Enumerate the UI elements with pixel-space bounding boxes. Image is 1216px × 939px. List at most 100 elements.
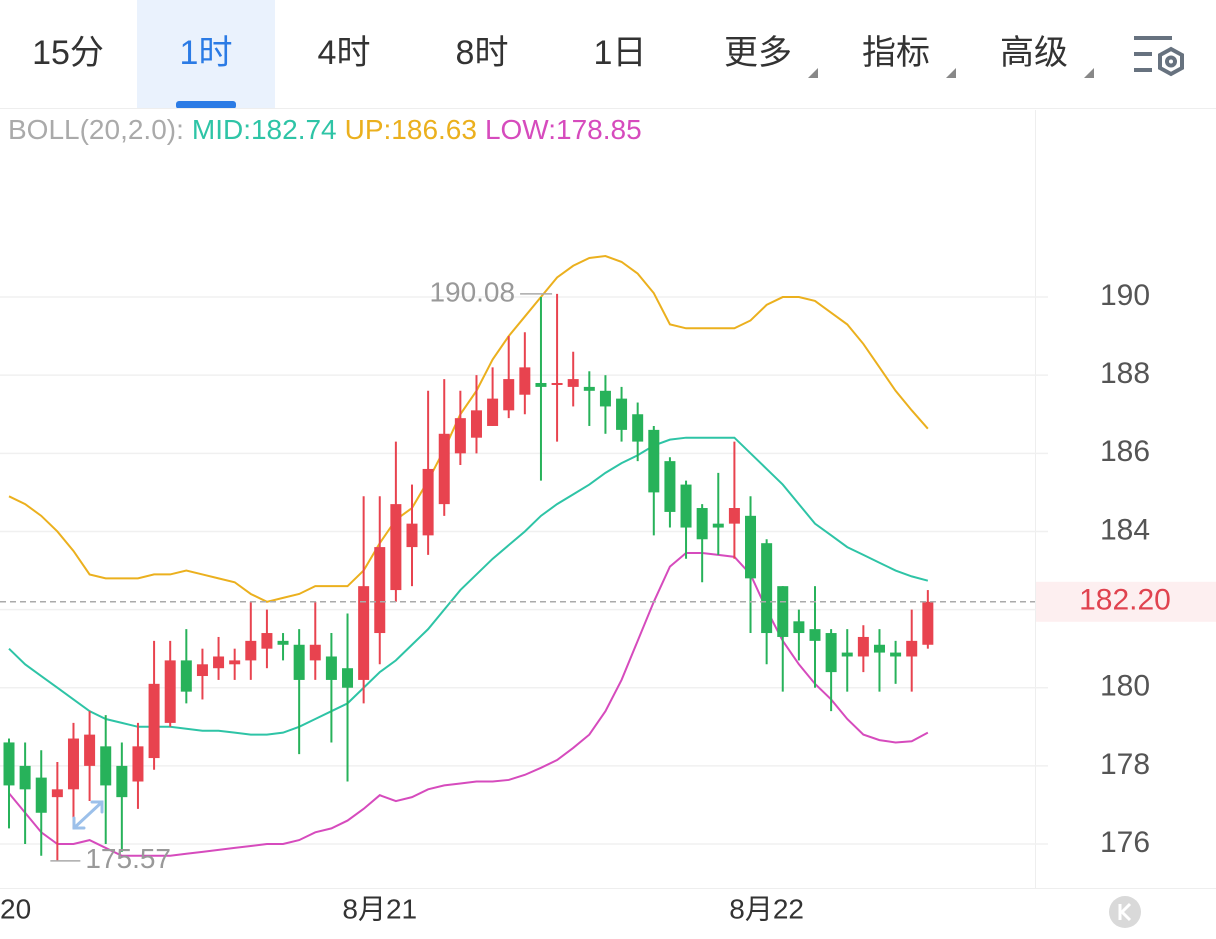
annotation-label: 190.08 (429, 276, 515, 307)
candle-body (551, 382, 563, 385)
candle-body (19, 765, 31, 790)
candle-body (3, 742, 15, 786)
y-tick-label: 190 (1100, 279, 1150, 312)
candle-body (745, 515, 757, 579)
candle-body (680, 484, 692, 528)
candle-body (712, 523, 724, 528)
candle-body (906, 640, 918, 657)
y-tick-label: 176 (1100, 826, 1150, 859)
tab-highlight (137, 0, 275, 108)
candle-body (84, 734, 96, 766)
candle-body (229, 660, 241, 665)
dropdown-caret (1084, 68, 1094, 78)
last-price-label: 182.20 (1079, 584, 1171, 617)
tab[interactable]: 4时 (318, 34, 371, 72)
candle-body (245, 640, 257, 661)
candle-body (116, 765, 128, 798)
candle-body (35, 777, 47, 813)
indicator-line (8, 436, 929, 736)
tab[interactable]: 指标 (862, 34, 930, 72)
candle-body (873, 644, 885, 653)
annotation-label: 175.57 (85, 843, 171, 874)
candle-body (164, 660, 176, 723)
grid: 176178180182184186188190 (0, 279, 1150, 859)
candle-body (422, 468, 434, 536)
candle-body (342, 668, 354, 688)
y-tick-label: 188 (1100, 357, 1150, 390)
candle-body (890, 652, 902, 657)
candle-body (51, 789, 63, 798)
indicator-legend: BOLL(20,2.0): MID:182.74 UP:186.63 LOW:178.… (8, 114, 642, 145)
candle-body (616, 398, 628, 430)
candle-body (132, 746, 144, 782)
candle-body (632, 414, 644, 442)
expand-icon[interactable] (72, 800, 104, 830)
candle-body (358, 586, 370, 680)
legend-entry: MID:182.74 (192, 114, 337, 145)
candle-body (696, 508, 708, 540)
candle-body (180, 660, 192, 692)
y-tick-label: 184 (1100, 513, 1150, 546)
candle-body (728, 508, 740, 524)
x-tick-label: 8月22 (729, 893, 804, 924)
candle-body (777, 586, 789, 637)
candle-body (648, 429, 660, 493)
candle-body (261, 633, 273, 649)
candle-body (583, 386, 595, 391)
y-tick-label: 186 (1100, 435, 1150, 468)
candle-body (100, 746, 112, 786)
candle-body (922, 601, 934, 645)
candle-body (213, 656, 225, 669)
candle-body (454, 418, 466, 454)
x-tick-label: 8月21 (342, 893, 417, 924)
candle-body (374, 547, 386, 634)
settings-icon[interactable] (1134, 36, 1184, 77)
candle-body (519, 367, 531, 395)
tab-bar: 15分 1时 4时 8时 1日 更多 指标 高级 (32, 0, 1094, 109)
y-tick-label: 178 (1100, 748, 1150, 781)
candle-body (390, 504, 402, 591)
tab[interactable]: 1日 (594, 34, 647, 72)
candle-body (793, 621, 805, 634)
candle-body (664, 461, 676, 512)
dropdown-caret (946, 68, 956, 78)
candle-body (148, 683, 160, 759)
candle-body (277, 640, 289, 645)
candle-body (438, 433, 450, 505)
tab[interactable]: 更多 (724, 34, 792, 72)
candle-body (535, 382, 547, 387)
dropdown-caret (808, 68, 818, 78)
indicator-line (8, 254, 929, 603)
candle-body (503, 379, 515, 411)
candle-body (487, 398, 499, 426)
plot-area (3, 254, 934, 862)
candle-body (599, 390, 611, 407)
tab[interactable]: 1时 (180, 34, 233, 72)
tab[interactable]: 高级 (1000, 34, 1068, 72)
candle-body (470, 410, 482, 438)
candle-body (567, 379, 579, 387)
last-price-tag (1036, 581, 1216, 622)
candle-body (809, 629, 821, 641)
candle-body (857, 636, 869, 657)
candle-body (309, 644, 321, 661)
indicator-name: BOLL(20,2.0): (8, 114, 184, 145)
candle-body (325, 656, 337, 680)
candle-body (406, 523, 418, 548)
candle-body (841, 652, 853, 657)
candle-body (293, 644, 305, 680)
legend-entry: LOW:178.85 (485, 114, 642, 145)
legend-entry: UP:186.63 (345, 114, 477, 145)
candle-body (67, 738, 79, 790)
indicator-line (8, 551, 929, 857)
tab[interactable]: 15分 (32, 34, 104, 72)
scroll-button[interactable] (1109, 896, 1141, 928)
x-tick-label: 20 (0, 893, 31, 924)
candle-body (825, 633, 837, 673)
tab[interactable]: 8时 (456, 34, 509, 72)
y-tick-label: 180 (1100, 670, 1150, 703)
tab-underline (176, 101, 236, 109)
candle-body (196, 664, 208, 677)
